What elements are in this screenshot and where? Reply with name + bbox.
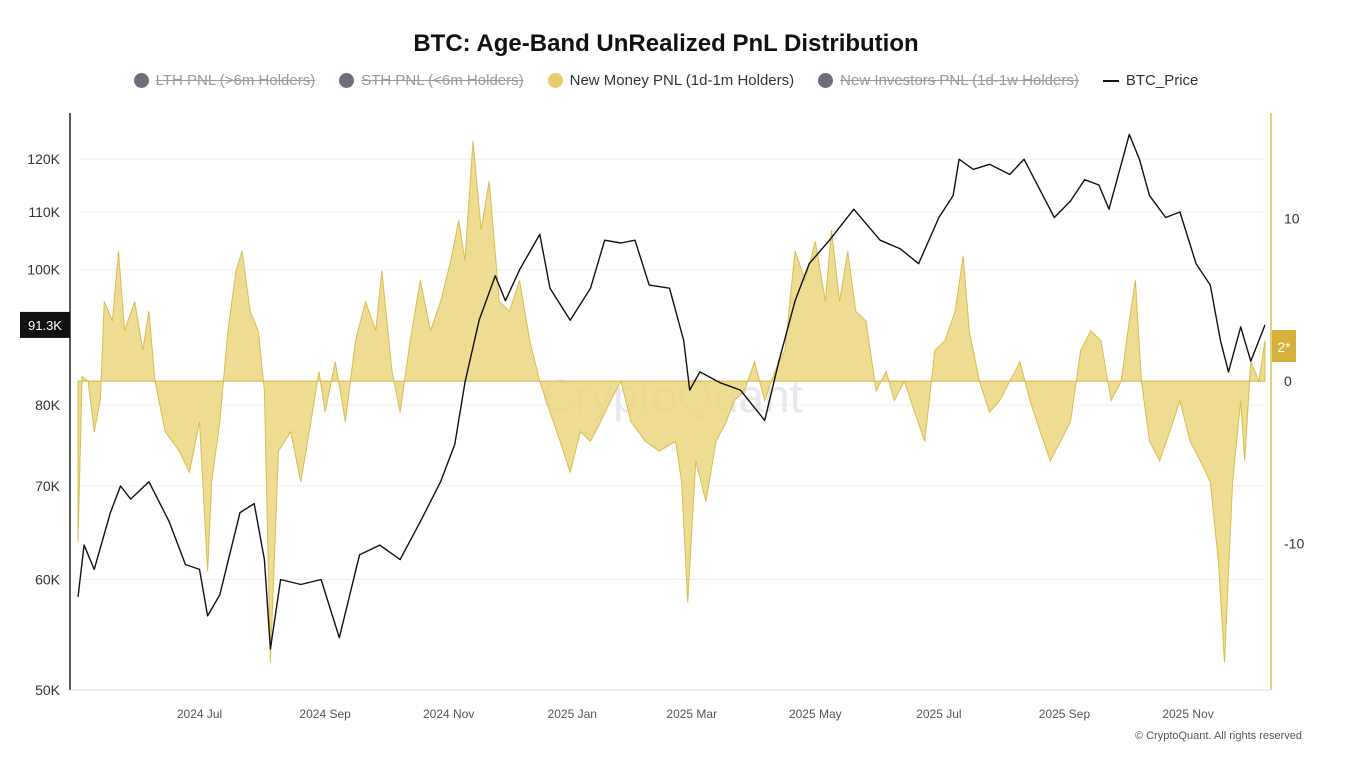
left-tick-label: 60K	[35, 571, 61, 587]
legend-dot-icon	[547, 73, 563, 88]
left-tick-label: 120K	[27, 151, 60, 167]
right-tick-label: 0	[1284, 373, 1292, 389]
right-tick-label: 10	[1284, 211, 1300, 227]
x-tick-label: 2024 Sep	[299, 707, 351, 721]
copyright: © CryptoQuant. All rights reserved	[1134, 730, 1302, 742]
chart-title: BTC: Age-Band UnRealized PnL Distributio…	[413, 30, 919, 57]
legend-item-lth[interactable]: LTH PNL (>6m Holders)	[133, 72, 316, 89]
legend-item-btc-price[interactable]: BTC_Price	[1102, 72, 1199, 89]
x-tick-label: 2025 Sep	[1039, 707, 1091, 721]
x-tick-label: 2025 Jul	[916, 707, 961, 721]
current-pnl-badge	[1272, 330, 1296, 362]
new-money-pnl-area	[77, 140, 1266, 663]
left-tick-label: 50K	[35, 682, 61, 698]
legend-line-icon	[1102, 79, 1119, 82]
btc-price-line	[77, 133, 1266, 650]
x-tick-label: 2025 Mar	[666, 707, 717, 721]
legend-dot-icon	[133, 73, 149, 88]
left-tick-label: 110K	[28, 204, 60, 220]
legend: LTH PNL (>6m Holders) STH PNL (<6m Holde…	[0, 72, 1332, 89]
legend-label: New Money PNL (1d-1m Holders)	[569, 72, 795, 89]
legend-label: New Investors PNL (1d-1w Holders)	[840, 72, 1079, 89]
x-tick-label: 2025 May	[789, 707, 842, 721]
left-tick-label: 70K	[35, 478, 61, 494]
x-tick-label: 2024 Nov	[423, 707, 474, 721]
current-price-badge	[20, 311, 70, 338]
left-tick-label: 80K	[35, 397, 61, 413]
legend-item-sth[interactable]: STH PNL (<6m Holders)	[339, 72, 524, 89]
legend-item-new-money[interactable]: New Money PNL (1d-1m Holders)	[547, 72, 795, 89]
left-tick-label: 100K	[27, 262, 60, 278]
legend-dot-icon	[818, 73, 834, 88]
legend-label: STH PNL (<6m Holders)	[361, 72, 524, 89]
legend-label: BTC_Price	[1125, 72, 1199, 89]
right-tick-label: -10	[1284, 536, 1304, 552]
current-pnl-label: 2*	[1277, 339, 1291, 355]
x-tick-label: 2025 Jan	[548, 707, 597, 721]
legend-item-new-investors[interactable]: New Investors PNL (1d-1w Holders)	[818, 72, 1079, 89]
current-price-label: 91.3K	[28, 318, 62, 333]
legend-label: LTH PNL (>6m Holders)	[155, 72, 316, 89]
x-tick-label: 2025 Nov	[1162, 707, 1213, 721]
x-tick-label: 2024 Jul	[177, 707, 222, 721]
legend-dot-icon	[339, 73, 355, 88]
